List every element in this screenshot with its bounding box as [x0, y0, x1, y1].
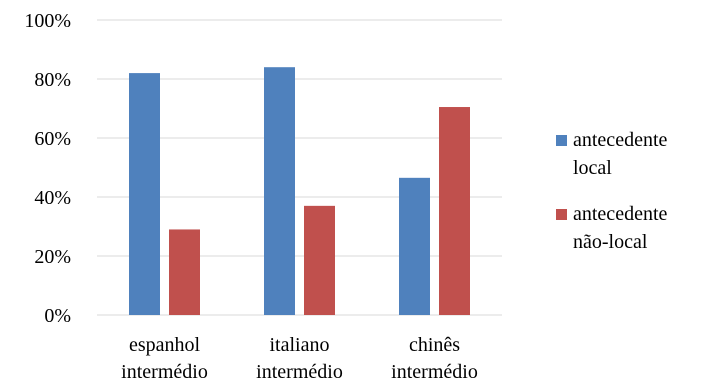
bar-antecedente-não-local-1 [304, 205, 335, 315]
legend: antecedente local antecedente não-local [556, 129, 667, 253]
x-tick-label: italiano intermédio [256, 334, 343, 383]
bar-antecedente-local-1 [264, 67, 295, 315]
x-axis-ticks: espanhol intermédio italiano intermédio chin… [121, 334, 478, 383]
y-tick-label: 40% [34, 187, 71, 209]
legend-label: antecedente local [573, 129, 667, 179]
bar-antecedente-não-local-2 [439, 107, 470, 316]
legend-swatch [556, 209, 567, 220]
x-tick-label: chinês intermédio [391, 334, 478, 383]
y-axis-ticks: 0% 20% 40% 60% 80% 100% [24, 10, 71, 327]
bar-antecedente-não-local-0 [169, 229, 200, 315]
legend-label: antecedente não-local [573, 203, 667, 253]
y-tick-label: 100% [24, 10, 71, 32]
bar-antecedente-local-0 [129, 73, 160, 315]
y-tick-label: 20% [34, 246, 71, 268]
legend-swatch [556, 135, 567, 146]
y-tick-label: 0% [44, 305, 71, 327]
y-tick-label: 80% [34, 69, 71, 91]
gridlines [97, 19, 502, 316]
bar-antecedente-local-2 [399, 177, 430, 315]
x-tick-label: espanhol intermédio [121, 334, 208, 383]
y-tick-label: 60% [34, 128, 71, 150]
bars [129, 67, 470, 316]
